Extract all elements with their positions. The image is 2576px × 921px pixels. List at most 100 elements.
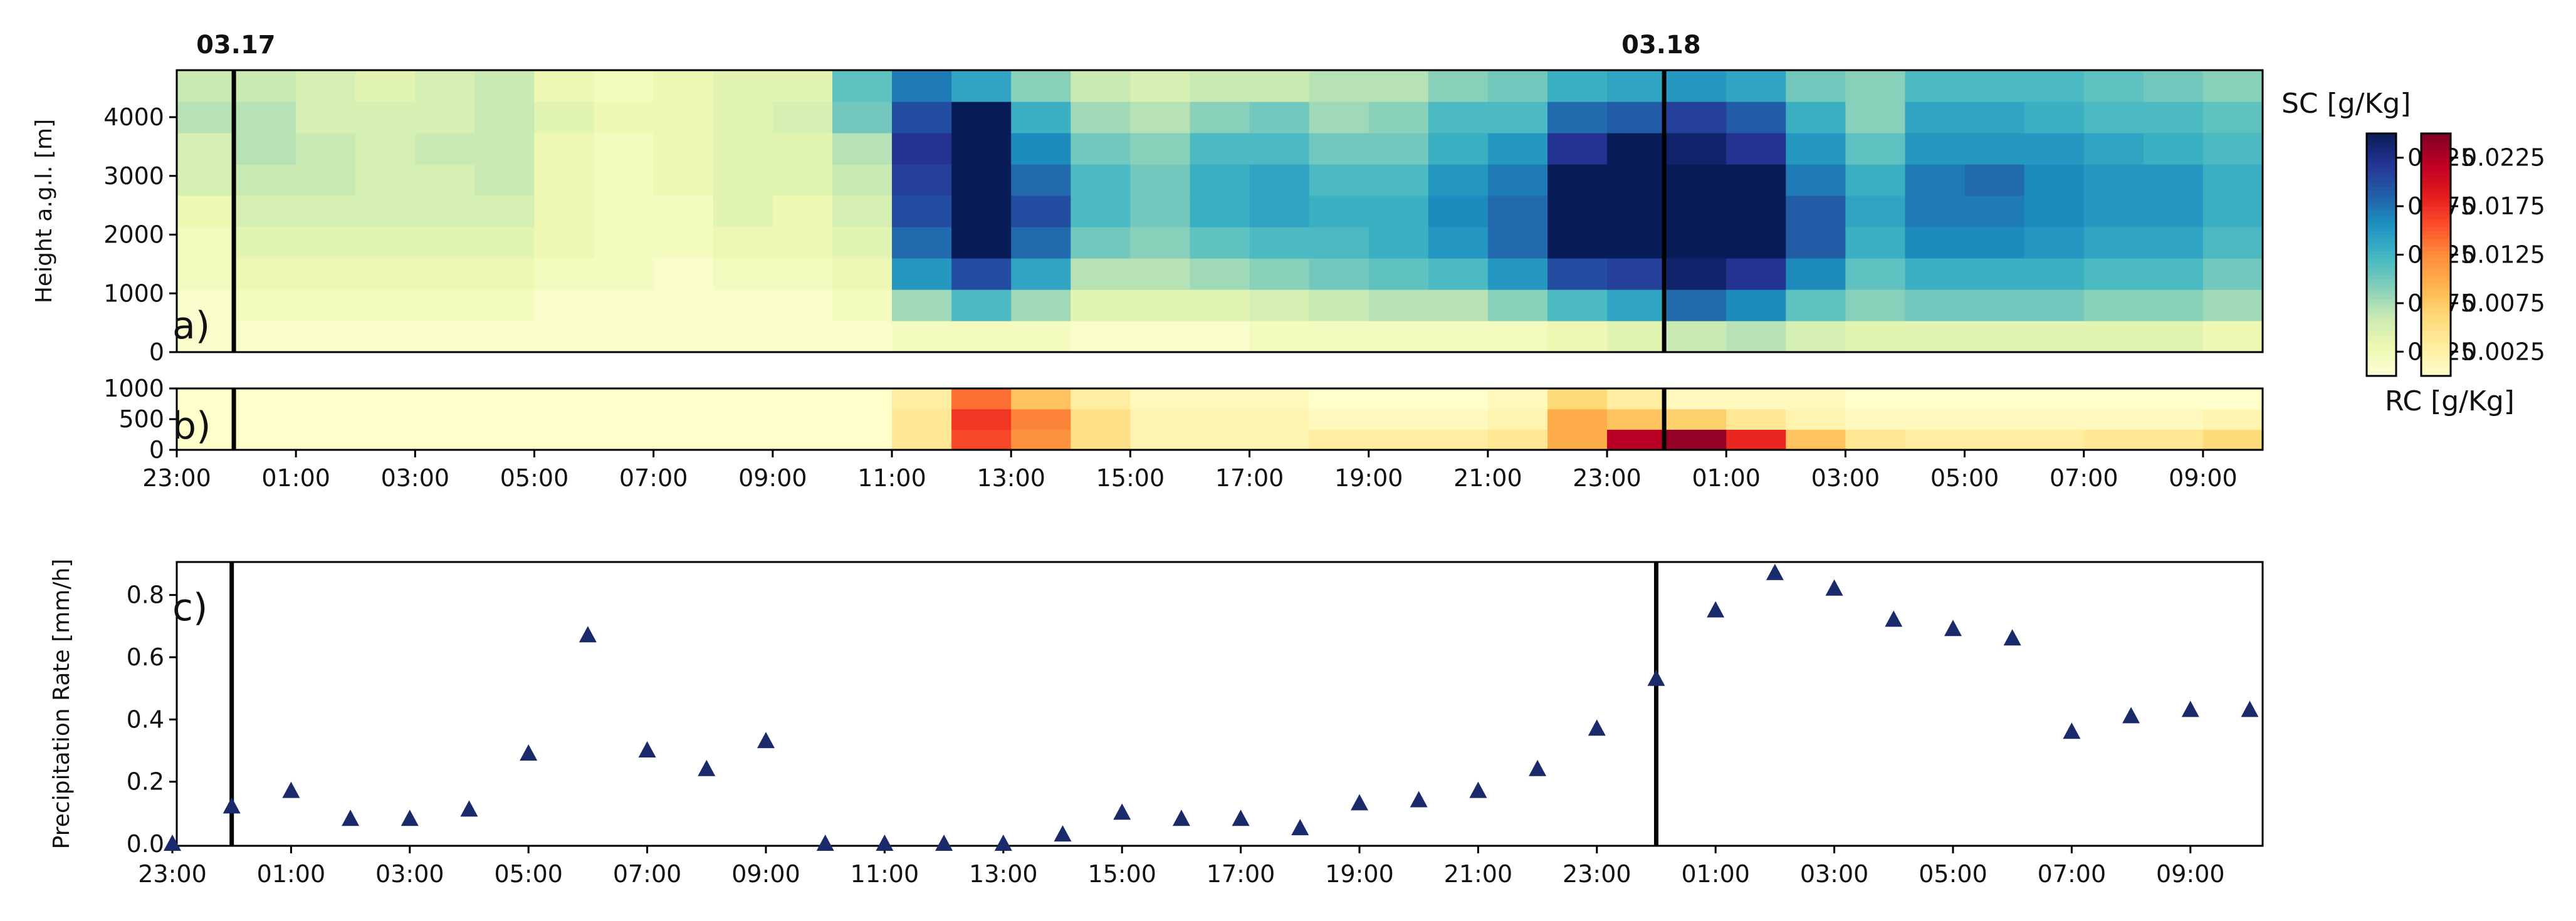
- sc-cell: [1309, 289, 1369, 321]
- sc-cell: [653, 227, 714, 259]
- x-tick-label: 11:00: [851, 860, 919, 888]
- sc-cell: [2083, 101, 2144, 133]
- sc-cell: [2143, 227, 2204, 259]
- rc-cell: [2083, 388, 2144, 410]
- sc-colorbar-swatch: [2367, 242, 2396, 247]
- sc-cell: [236, 321, 296, 353]
- x-tick-label: 19:00: [1334, 464, 1403, 492]
- sc-cell: [474, 133, 535, 165]
- sc-cell: [1190, 321, 1250, 353]
- sc-cell: [951, 195, 1012, 227]
- sc-cell: [594, 195, 654, 227]
- sc-cell: [1547, 195, 1608, 227]
- rc-colorbar-swatch: [2421, 343, 2451, 348]
- rc-colorbar-swatch: [2421, 238, 2451, 243]
- sc-colorbar-swatch: [2367, 198, 2396, 203]
- precipitation-point: [460, 800, 478, 817]
- sc-cell: [892, 195, 952, 227]
- sc-colorbar-swatch: [2367, 174, 2396, 179]
- sc-cell: [2202, 321, 2263, 353]
- sc-cell: [1726, 164, 1786, 196]
- precipitation-point: [342, 809, 360, 826]
- precipitation-point: [1291, 819, 1309, 836]
- sc-cell: [1130, 227, 1191, 259]
- rc-cell: [892, 408, 952, 430]
- sc-cell: [1249, 164, 1310, 196]
- sc-cell: [772, 101, 833, 133]
- sc-cell: [2024, 289, 2085, 321]
- sc-cell: [236, 195, 296, 227]
- sc-cell: [1905, 195, 1966, 227]
- sc-colorbar-swatch: [2367, 311, 2396, 316]
- rc-colorbar-swatch: [2421, 154, 2451, 159]
- rc-cell: [2024, 429, 2085, 450]
- sc-cell: [296, 133, 356, 165]
- rc-cell: [1726, 429, 1786, 450]
- sc-colorbar-swatch: [2367, 287, 2396, 292]
- rc-cell: [594, 408, 654, 430]
- sc-cell: [534, 289, 595, 321]
- sc-colorbar-swatch: [2367, 271, 2396, 276]
- rc-cell: [1071, 429, 1131, 450]
- sc-cell: [1190, 164, 1250, 196]
- panel-label: c): [172, 586, 207, 630]
- sc-colorbar-swatch: [2367, 162, 2396, 167]
- sc-cell: [1607, 164, 1667, 196]
- sc-colorbar-swatch: [2367, 182, 2396, 187]
- x-tick-label: 01:00: [257, 860, 326, 888]
- x-tick-label: 05:00: [494, 860, 563, 888]
- sc-cell: [1368, 133, 1429, 165]
- rc-cell: [2202, 429, 2263, 450]
- sc-cell: [1309, 195, 1369, 227]
- sc-cell: [1309, 133, 1369, 165]
- sc-cell: [1190, 289, 1250, 321]
- sc-cell: [1071, 321, 1131, 353]
- sc-cell: [1607, 101, 1667, 133]
- sc-cell: [1249, 258, 1310, 290]
- x-tick-label: 07:00: [619, 464, 688, 492]
- rc-cell: [772, 429, 833, 450]
- rc-colorbar-swatch: [2421, 307, 2451, 312]
- rc-cell: [1190, 408, 1250, 430]
- rc-cell: [1249, 388, 1310, 410]
- y-tick-label: 500: [118, 405, 164, 433]
- sc-cell: [2083, 227, 2144, 259]
- sc-cell: [1547, 70, 1608, 102]
- sc-cell: [1428, 195, 1489, 227]
- precipitation-point: [1766, 563, 1784, 580]
- x-tick-label: 13:00: [976, 464, 1045, 492]
- sc-cell: [2024, 195, 2085, 227]
- sc-cell: [534, 164, 595, 196]
- sc-cell: [1667, 164, 1727, 196]
- sc-cell: [2083, 289, 2144, 321]
- sc-cell: [1964, 321, 2025, 353]
- sc-cell: [1547, 258, 1608, 290]
- sc-cell: [951, 101, 1012, 133]
- x-tick-label: 05:00: [500, 464, 569, 492]
- rc-colorbar-swatch: [2421, 145, 2451, 150]
- rc-colorbar-swatch: [2421, 355, 2451, 360]
- sc-cell: [951, 321, 1012, 353]
- sc-cell: [1726, 321, 1786, 353]
- sc-cell: [1964, 101, 2025, 133]
- rc-cell: [534, 408, 595, 430]
- sc-cell: [1726, 289, 1786, 321]
- sc-cell: [1071, 227, 1131, 259]
- precipitation-point: [282, 781, 300, 798]
- sc-cell: [534, 321, 595, 353]
- sc-cell: [236, 227, 296, 259]
- rc-cell: [1190, 388, 1250, 410]
- sc-cell: [1905, 258, 1966, 290]
- rc-cell: [892, 429, 952, 450]
- rc-cell: [1667, 429, 1727, 450]
- sc-cell: [1487, 258, 1548, 290]
- precipitation-point: [1232, 809, 1250, 826]
- sc-cell: [1487, 101, 1548, 133]
- sc-cell: [1845, 101, 1906, 133]
- sc-cell: [534, 258, 595, 290]
- sc-cell: [1786, 164, 1846, 196]
- precipitation-point: [698, 759, 716, 776]
- rc-cell: [1964, 429, 2025, 450]
- rc-colorbar-swatch: [2421, 347, 2451, 352]
- rc-cell: [594, 388, 654, 410]
